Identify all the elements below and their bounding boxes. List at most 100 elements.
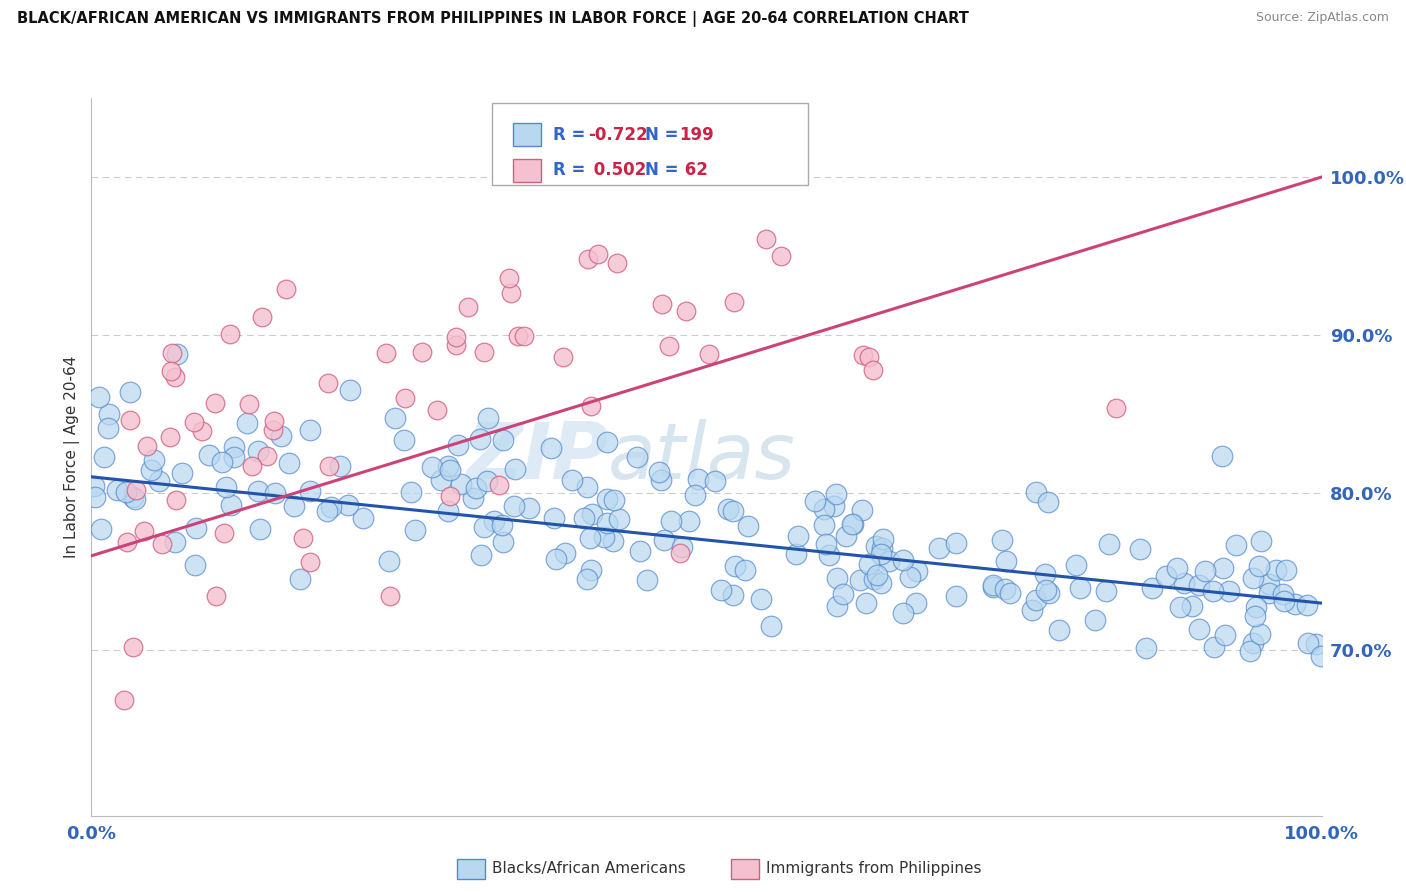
- Point: [374, 346, 396, 360]
- Point: [668, 546, 690, 560]
- Point: [165, 493, 187, 508]
- Point: [1035, 582, 1057, 597]
- Point: [581, 399, 603, 413]
- Point: [596, 434, 619, 449]
- Point: [411, 345, 433, 359]
- Point: [316, 376, 339, 390]
- Point: [204, 589, 226, 603]
- Point: [1173, 575, 1195, 590]
- Point: [831, 587, 853, 601]
- Point: [160, 346, 183, 360]
- Point: [491, 518, 513, 533]
- Point: [658, 338, 681, 352]
- Point: [865, 540, 887, 554]
- Point: [858, 558, 880, 572]
- Point: [163, 534, 186, 549]
- Point: [1249, 627, 1271, 641]
- Point: [378, 589, 401, 603]
- Point: [737, 519, 759, 533]
- Point: [1296, 598, 1319, 612]
- Point: [262, 423, 284, 437]
- Point: [122, 640, 145, 654]
- Point: [602, 492, 624, 507]
- Point: [872, 541, 894, 556]
- Point: [84, 490, 107, 504]
- Point: [710, 583, 733, 598]
- Point: [450, 477, 472, 491]
- Point: [240, 458, 263, 473]
- Point: [184, 558, 207, 572]
- Point: [492, 434, 515, 448]
- Point: [298, 423, 321, 437]
- Point: [576, 252, 599, 267]
- Point: [1025, 592, 1047, 607]
- Text: R =: R =: [553, 126, 591, 144]
- Point: [734, 563, 756, 577]
- Point: [1305, 637, 1327, 651]
- Point: [446, 330, 468, 344]
- Point: [1272, 594, 1295, 608]
- Point: [236, 417, 259, 431]
- Point: [1036, 495, 1059, 509]
- Point: [785, 547, 807, 561]
- Point: [1275, 563, 1298, 577]
- Point: [1225, 538, 1247, 552]
- Point: [606, 256, 628, 270]
- Point: [1264, 563, 1286, 577]
- Point: [125, 483, 148, 497]
- Point: [299, 555, 322, 569]
- Point: [787, 529, 810, 543]
- Point: [492, 534, 515, 549]
- Point: [1211, 449, 1233, 463]
- Point: [464, 481, 486, 495]
- Point: [544, 552, 567, 566]
- Point: [650, 473, 672, 487]
- Point: [824, 487, 846, 501]
- Point: [928, 541, 950, 556]
- Point: [183, 415, 205, 429]
- Point: [579, 563, 602, 577]
- Point: [851, 503, 873, 517]
- Point: [143, 453, 166, 467]
- Point: [184, 521, 207, 535]
- Point: [891, 553, 914, 567]
- Point: [404, 523, 426, 537]
- Text: atlas: atlas: [607, 419, 796, 495]
- Point: [994, 554, 1017, 568]
- Point: [554, 546, 576, 560]
- Point: [1258, 586, 1281, 600]
- Point: [835, 529, 858, 543]
- Point: [384, 410, 406, 425]
- Text: 199: 199: [679, 126, 714, 144]
- Point: [512, 329, 534, 343]
- Point: [1066, 558, 1088, 572]
- Point: [439, 489, 461, 503]
- Point: [135, 440, 157, 454]
- Point: [818, 549, 841, 563]
- Point: [717, 502, 740, 516]
- Point: [278, 456, 301, 470]
- Point: [318, 458, 340, 473]
- Point: [1309, 649, 1331, 664]
- Point: [749, 592, 772, 607]
- Y-axis label: In Labor Force | Age 20-64: In Labor Force | Age 20-64: [65, 356, 80, 558]
- Point: [166, 347, 188, 361]
- Point: [112, 693, 135, 707]
- Point: [498, 271, 520, 285]
- Point: [636, 573, 658, 587]
- Point: [503, 499, 526, 513]
- Point: [437, 504, 460, 518]
- Point: [872, 532, 894, 546]
- Text: R =: R =: [553, 161, 591, 179]
- Point: [626, 450, 648, 464]
- Point: [1202, 584, 1225, 599]
- Point: [488, 478, 510, 492]
- Point: [457, 300, 479, 314]
- Point: [329, 459, 352, 474]
- Point: [592, 530, 614, 544]
- Point: [862, 362, 884, 376]
- Point: [561, 473, 583, 487]
- Point: [581, 507, 603, 521]
- Point: [256, 449, 278, 463]
- Point: [1033, 566, 1056, 581]
